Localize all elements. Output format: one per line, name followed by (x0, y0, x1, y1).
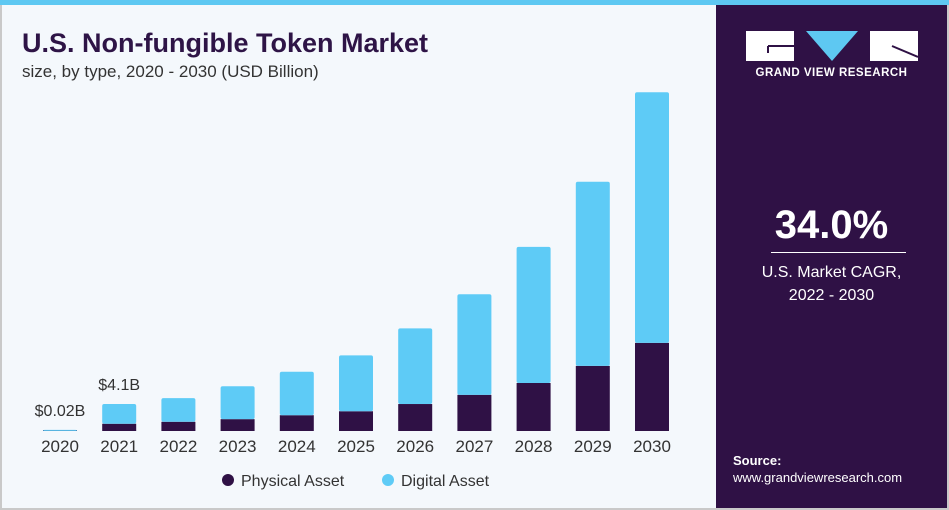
source: Source: www.grandviewresearch.com (733, 452, 902, 486)
sidebar-panel: GRAND VIEW RESEARCH 34.0% U.S. Market CA… (716, 5, 947, 508)
x-tick-label: 2030 (633, 437, 671, 456)
divider (771, 252, 906, 253)
cagr-label: U.S. Market CAGR, 2022 - 2030 (716, 261, 947, 307)
top-accent-strip (0, 0, 949, 5)
bar-physical-asset-2022 (161, 421, 196, 431)
cagr-value: 34.0% (774, 203, 889, 247)
bar-digital-asset-2026 (398, 328, 433, 405)
bar-digital-asset-2025 (339, 355, 373, 412)
legend-marker-digital-asset (382, 474, 394, 486)
bar-physical-asset-2029 (575, 365, 610, 431)
gvr-logo-icon (746, 31, 918, 61)
x-tick-label: 2027 (455, 437, 493, 456)
bar-digital-asset-2022 (161, 398, 196, 422)
bar-digital-asset-2029 (575, 181, 610, 366)
x-tick-label: 2029 (574, 437, 612, 456)
bar-digital-asset-2021 (102, 404, 137, 424)
bar-digital-asset-2028 (516, 246, 551, 383)
legend-marker-physical-asset (222, 474, 234, 486)
x-tick-label: 2021 (100, 437, 138, 456)
brand-name: GRAND VIEW RESEARCH (755, 67, 908, 79)
chart-title: U.S. Non-fungible Token Market (22, 28, 429, 58)
bar-physical-asset-2021 (102, 423, 137, 431)
x-tick-label: 2023 (219, 437, 257, 456)
legend-label: Digital Asset (401, 473, 490, 490)
bar-physical-asset-2027 (457, 394, 492, 431)
bar-chart: 2020 $0.02B 2021 $4.1B 2022 2023 2024 2025 2026 2… (35, 92, 671, 490)
bar-physical-asset-2026 (398, 404, 433, 431)
x-tick-label: 2026 (396, 437, 434, 456)
data-label-2021: $4.1B (98, 377, 140, 394)
data-label-2020: $0.02B (35, 403, 86, 420)
x-tick-label: 2025 (337, 437, 375, 456)
bar-physical-asset-2028 (516, 382, 551, 431)
x-tick-label: 2020 (41, 437, 79, 456)
chart-subtitle: size, by type, 2020 - 2030 (USD Billion) (22, 62, 319, 81)
bar-physical-asset-2030 (635, 342, 669, 431)
bar-digital-asset-2024 (279, 371, 314, 416)
bar-physical-asset-2024 (279, 415, 314, 431)
cagr-label-line2: 2022 - 2030 (788, 287, 875, 304)
bar-physical-asset-2025 (339, 411, 373, 431)
x-tick-label: 2022 (159, 437, 197, 456)
cagr-label-line1: U.S. Market CAGR, (761, 264, 902, 281)
source-url: www.grandviewresearch.com (733, 470, 903, 485)
bar-digital-asset-2023 (220, 386, 255, 420)
x-tick-label: 2028 (515, 437, 553, 456)
bar-physical-asset-2023 (220, 419, 255, 431)
legend-label: Physical Asset (241, 473, 345, 490)
bar-digital-asset-2027 (457, 294, 492, 395)
bar-digital-asset-2030 (635, 92, 669, 343)
bar-digital-asset-2020 (43, 429, 77, 431)
x-tick-label: 2024 (278, 437, 316, 456)
source-label: Source: (733, 453, 782, 468)
